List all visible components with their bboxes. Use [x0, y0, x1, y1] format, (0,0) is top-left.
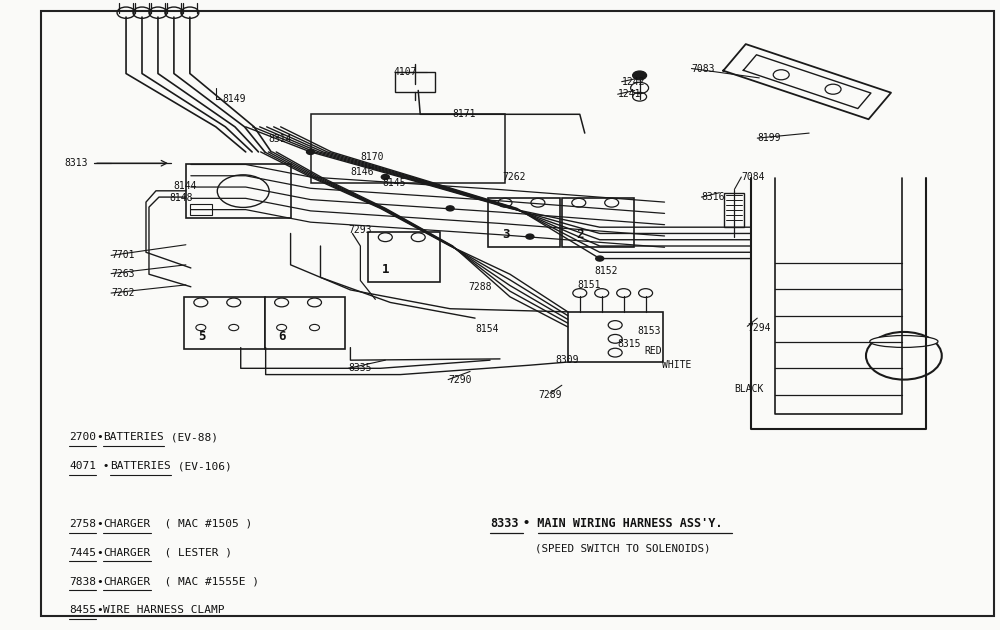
Text: 8335: 8335 — [348, 364, 372, 374]
Text: •: • — [96, 547, 103, 558]
Text: 7263: 7263 — [111, 268, 135, 278]
Text: 8154: 8154 — [475, 324, 499, 334]
Text: 7294: 7294 — [747, 323, 771, 333]
Text: 2700: 2700 — [69, 432, 96, 442]
Text: 4107: 4107 — [393, 67, 417, 77]
Circle shape — [446, 206, 454, 211]
Text: 7083: 7083 — [691, 64, 715, 74]
Text: (SPEED SWITCH TO SOLENOIDS): (SPEED SWITCH TO SOLENOIDS) — [535, 543, 710, 553]
Text: 8144: 8144 — [173, 181, 196, 192]
Text: 1241: 1241 — [618, 89, 641, 99]
Circle shape — [381, 175, 389, 180]
Circle shape — [633, 71, 647, 80]
Text: 7290: 7290 — [448, 375, 472, 384]
Text: 7838: 7838 — [69, 576, 96, 587]
Text: •: • — [96, 432, 103, 442]
Text: 8314: 8314 — [269, 134, 292, 144]
Ellipse shape — [870, 336, 938, 347]
Text: 1242: 1242 — [622, 77, 645, 87]
Bar — [724, 193, 744, 227]
Text: CHARGER: CHARGER — [103, 547, 150, 558]
Text: •: • — [96, 576, 103, 587]
Text: 2: 2 — [576, 228, 583, 241]
Text: 7289: 7289 — [538, 390, 561, 400]
Text: 8170: 8170 — [360, 152, 384, 162]
Text: 3: 3 — [502, 228, 509, 241]
Bar — [311, 114, 505, 183]
Text: 1: 1 — [382, 263, 390, 276]
Text: 8315: 8315 — [618, 340, 641, 350]
FancyBboxPatch shape — [488, 198, 560, 247]
Text: 8151: 8151 — [578, 280, 601, 290]
Bar — [395, 72, 435, 92]
Text: 6: 6 — [279, 330, 286, 343]
Circle shape — [596, 256, 604, 261]
FancyBboxPatch shape — [265, 297, 345, 349]
Text: 8152: 8152 — [595, 266, 618, 276]
Text: 8171: 8171 — [452, 109, 476, 119]
Text: ( LESTER ): ( LESTER ) — [151, 547, 232, 558]
Text: BLACK: BLACK — [734, 384, 764, 394]
Text: •: • — [96, 605, 103, 616]
Bar — [568, 312, 663, 362]
Text: WIRE HARNESS CLAMP: WIRE HARNESS CLAMP — [103, 605, 225, 616]
Text: •: • — [96, 461, 110, 471]
Text: 7293: 7293 — [348, 226, 372, 236]
Text: BATTERIES: BATTERIES — [103, 432, 164, 442]
Text: •: • — [96, 519, 103, 529]
Text: ( MAC #1555E ): ( MAC #1555E ) — [151, 576, 259, 587]
Text: CHARGER: CHARGER — [103, 576, 150, 587]
Text: WHITE: WHITE — [662, 360, 691, 370]
Text: 7288: 7288 — [468, 282, 492, 292]
Text: 8148: 8148 — [169, 193, 192, 203]
FancyBboxPatch shape — [368, 232, 440, 282]
Text: (EV-88): (EV-88) — [164, 432, 218, 442]
Circle shape — [526, 234, 534, 239]
Text: 7262: 7262 — [111, 288, 135, 298]
Text: 7084: 7084 — [741, 172, 765, 182]
Text: 2758: 2758 — [69, 519, 96, 529]
Text: 7262: 7262 — [502, 172, 525, 182]
Text: 8316: 8316 — [701, 192, 725, 202]
Text: BATTERIES: BATTERIES — [110, 461, 171, 471]
Text: 8309: 8309 — [556, 355, 579, 365]
Bar — [190, 204, 212, 215]
Text: • MAIN WIRING HARNESS ASS'Y.: • MAIN WIRING HARNESS ASS'Y. — [523, 517, 722, 530]
Text: 8149: 8149 — [223, 94, 246, 103]
Text: CHARGER: CHARGER — [103, 519, 150, 529]
Text: 8153: 8153 — [638, 326, 661, 336]
FancyBboxPatch shape — [562, 198, 634, 247]
FancyBboxPatch shape — [184, 297, 265, 349]
Text: 8455: 8455 — [69, 605, 96, 616]
Text: 4071: 4071 — [69, 461, 96, 471]
Text: 8146: 8146 — [350, 167, 374, 177]
Text: 7445: 7445 — [69, 547, 96, 558]
Text: 8313: 8313 — [64, 158, 88, 168]
Text: 8145: 8145 — [382, 178, 406, 188]
Text: ( MAC #1505 ): ( MAC #1505 ) — [151, 519, 252, 529]
Circle shape — [307, 149, 315, 154]
Text: (EV-106): (EV-106) — [171, 461, 232, 471]
Text: RED: RED — [645, 346, 662, 357]
Text: 8333: 8333 — [490, 517, 519, 530]
Text: 5: 5 — [198, 330, 205, 343]
Bar — [186, 164, 291, 218]
Text: 8199: 8199 — [757, 133, 781, 143]
Text: 7701: 7701 — [111, 250, 135, 260]
